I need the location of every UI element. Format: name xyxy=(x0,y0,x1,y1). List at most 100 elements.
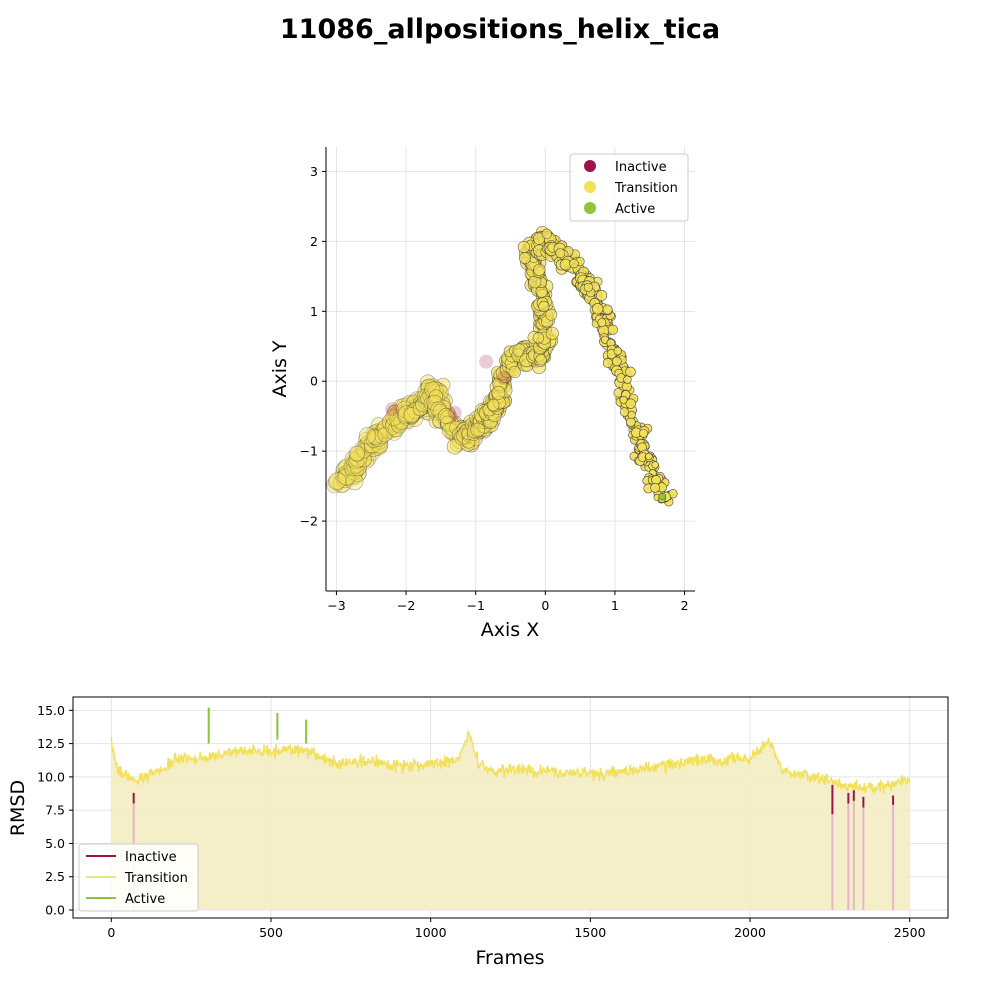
scatter-point-transition xyxy=(591,303,604,315)
scatter-point-transition xyxy=(625,398,636,409)
scatter-point-transition xyxy=(399,406,417,424)
scatter-point-transition xyxy=(374,427,391,444)
scatter-point-transition xyxy=(393,398,410,415)
scatter-point-transition xyxy=(400,414,416,430)
scatter-point-transition xyxy=(388,406,406,423)
scatter-point-transition xyxy=(337,468,354,486)
scatter-point-transition xyxy=(377,427,393,443)
rmsd-plot-frame xyxy=(72,696,949,919)
scatter-point-transition xyxy=(334,467,352,485)
scatter-point-transition xyxy=(390,412,409,431)
scatter-point-transition xyxy=(402,406,420,424)
scatter-point-transition xyxy=(349,459,367,477)
rmsd-y-tick-label: 0.0 xyxy=(45,903,65,918)
scatter-point-transition xyxy=(345,461,363,480)
scatter-point-transition xyxy=(386,414,405,433)
scatter-point-transition xyxy=(639,428,649,438)
scatter-point-transition xyxy=(345,452,364,471)
scatter-y-tick-label: −1 xyxy=(300,444,318,459)
scatter-point-transition xyxy=(382,413,400,431)
rmsd-x-axis-label: Frames xyxy=(475,947,544,969)
scatter-point-transition xyxy=(391,416,408,434)
scatter-point-transition xyxy=(369,429,388,447)
scatter-point-transition xyxy=(360,434,379,453)
rmsd-line-transition xyxy=(110,730,911,794)
scatter-point-transition xyxy=(338,458,356,476)
scatter-point-transition xyxy=(371,433,388,450)
scatter-point-transition xyxy=(343,458,362,476)
scatter-point-transition xyxy=(602,304,613,315)
scatter-point-transition xyxy=(345,472,364,491)
scatter-point-transition xyxy=(349,449,367,468)
legend-marker-transition xyxy=(584,181,596,193)
rmsd-area-fill xyxy=(111,730,910,911)
scatter-point-transition xyxy=(613,346,623,356)
scatter-point-transition xyxy=(361,437,378,454)
scatter-point-transition xyxy=(535,353,547,366)
scatter-point-transition xyxy=(517,240,530,254)
scatter-point-transition xyxy=(393,404,409,420)
scatter-point-transition xyxy=(347,461,365,478)
scatter-point-transition xyxy=(384,417,400,434)
scatter-point-transition xyxy=(390,415,407,433)
legend-label-transition: Transition xyxy=(124,871,188,886)
scatter-ticks: −3 −2 −1 0 1 2 −2 −1 0 1 2 3 xyxy=(300,164,689,613)
rmsd-series xyxy=(110,707,911,911)
scatter-point-transition xyxy=(357,438,373,454)
scatter-point-transition xyxy=(338,468,356,486)
scatter-x-axis-label: Axis X xyxy=(481,619,539,641)
rmsd-ticks: 0 500 1000 1500 2000 2500 0.0 2.5 5.0 7.5 10.0 12.5… xyxy=(37,703,925,940)
scatter-point-transition xyxy=(367,429,384,446)
scatter-point-transition xyxy=(364,438,383,457)
scatter-point-transition xyxy=(349,464,367,482)
scatter-point-transition xyxy=(363,436,381,454)
scatter-point-transition xyxy=(348,464,367,483)
scatter-point-transition xyxy=(386,422,402,438)
scatter-point-transition xyxy=(541,228,552,240)
scatter-point-transition xyxy=(349,457,368,476)
scatter-point-transition xyxy=(367,434,384,452)
scatter-point-transition xyxy=(366,428,382,444)
rmsd-y-tick-label: 7.5 xyxy=(45,803,65,818)
scatter-point-transition xyxy=(354,440,373,459)
scatter-point-transition xyxy=(332,474,351,493)
scatter-point-transition xyxy=(619,407,630,417)
scatter-point-transition xyxy=(356,451,372,468)
scatter-point-transition xyxy=(366,437,386,456)
scatter-y-tick-label: 0 xyxy=(310,374,318,389)
scatter-point-transition xyxy=(408,398,426,416)
rmsd-y-tick-label: 15.0 xyxy=(37,703,65,718)
scatter-point-transition xyxy=(366,432,382,449)
scatter-point-transition xyxy=(397,409,415,426)
scatter-point-transition xyxy=(403,406,420,423)
scatter-point-transition xyxy=(374,423,390,439)
scatter-point-transition xyxy=(400,397,418,415)
scatter-point-transition xyxy=(356,442,372,459)
scatter-x-tick-label: 2 xyxy=(681,598,689,613)
scatter-point-transition xyxy=(368,423,386,441)
scatter-point-transition xyxy=(365,429,382,447)
rmsd-y-tick-label: 10.0 xyxy=(37,769,65,784)
scatter-y-tick-label: 2 xyxy=(310,234,318,249)
rmsd-y-tick-label: 5.0 xyxy=(45,836,65,851)
scatter-point-transition xyxy=(328,472,347,490)
scatter-point-transition xyxy=(650,482,660,493)
scatter-point-transition xyxy=(339,470,356,487)
scatter-point-transition xyxy=(545,326,559,340)
rmsd-x-tick-label: 1000 xyxy=(415,925,447,940)
scatter-point-transition xyxy=(355,449,373,466)
rmsd-x-tick-label: 2000 xyxy=(734,925,766,940)
scatter-point-transition xyxy=(381,414,400,433)
scatter-point-transition xyxy=(404,403,421,420)
scatter-point-transition xyxy=(360,450,377,468)
rmsd-legend: Inactive Transition Active xyxy=(78,843,199,912)
scatter-point-transition xyxy=(625,366,636,378)
scatter-point-transition xyxy=(343,466,363,486)
scatter-point-transition xyxy=(371,422,389,441)
scatter-point-transition xyxy=(545,308,558,321)
scatter-point-transition xyxy=(326,476,344,494)
scatter-point-transition xyxy=(380,423,397,440)
scatter-point-transition xyxy=(405,394,423,412)
scatter-legend: Inactive Transition Active xyxy=(569,153,689,222)
scatter-point-transition xyxy=(348,456,366,473)
